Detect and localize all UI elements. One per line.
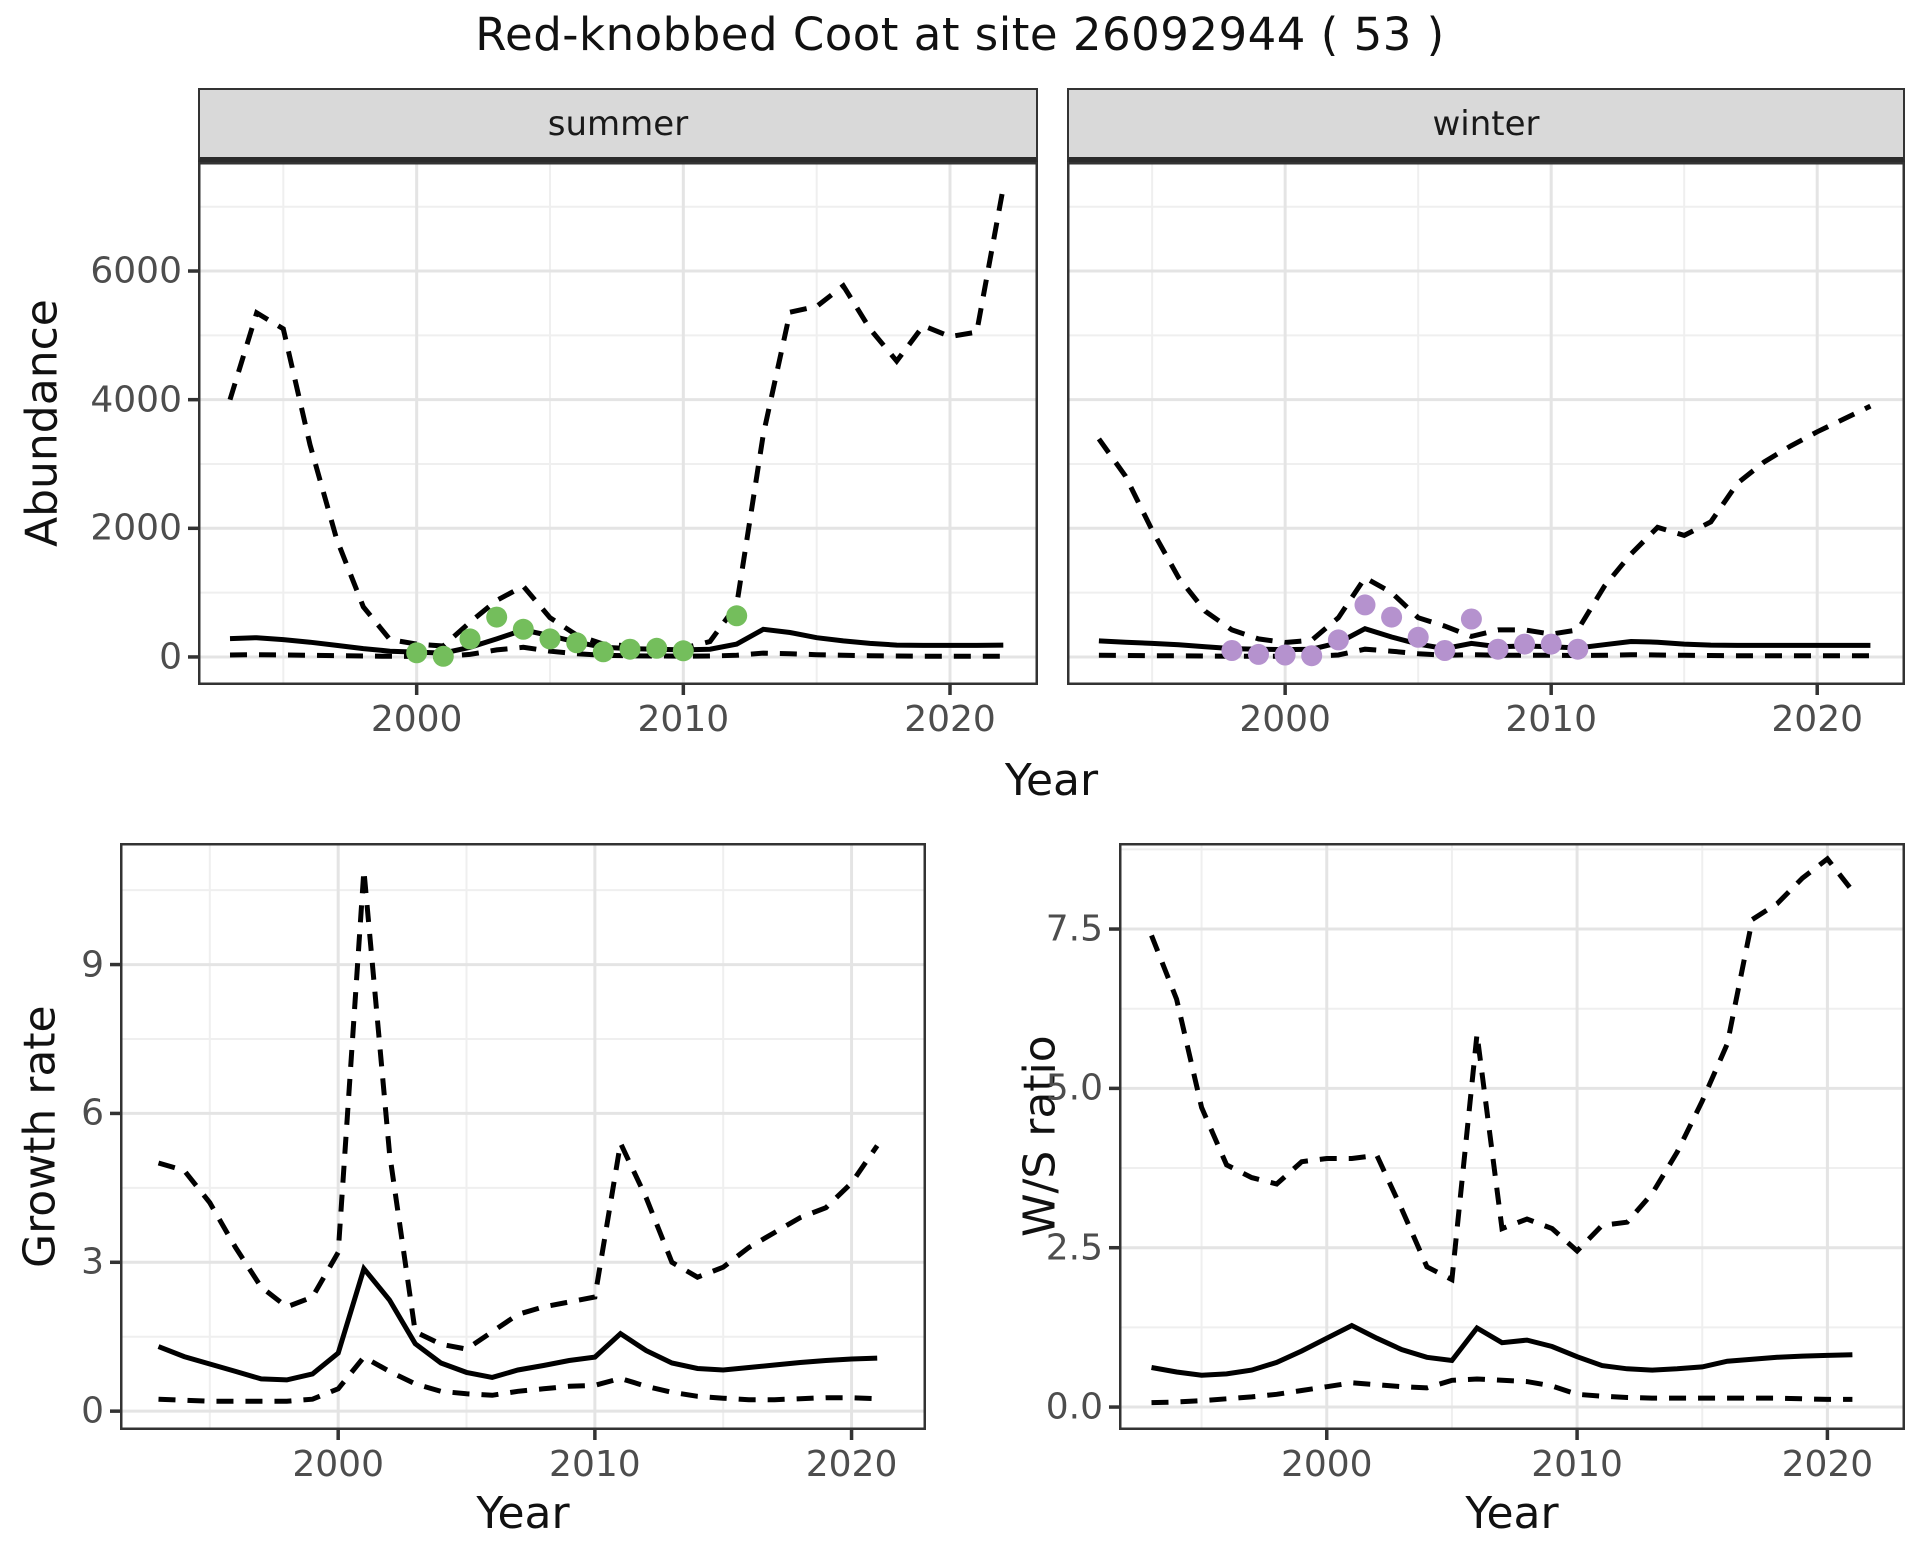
data-point-observed_winter_counts <box>1540 633 1562 655</box>
x-tick-label: 2010 <box>1531 1444 1623 1485</box>
x-tick-label: 2010 <box>1505 699 1597 740</box>
data-point-observed_summer_counts <box>432 645 454 667</box>
panel-growth-rate: 2000 2010 2020 0 3 6 9 <box>81 843 926 1485</box>
panel-border <box>1067 162 1905 685</box>
data-point-observed_summer_counts <box>619 638 641 660</box>
data-point-observed_winter_counts <box>1274 644 1296 666</box>
y-axis-title-growth-rate: Growth rate <box>14 1005 66 1268</box>
data-point-observed_summer_counts <box>592 641 614 663</box>
x-tick-label: 2000 <box>292 1444 384 1485</box>
abundance-summer-chart <box>188 162 1038 695</box>
x-tick-label: 2000 <box>370 699 463 740</box>
y-tick-label: 0 <box>81 1390 104 1432</box>
data-point-observed_winter_counts <box>1221 640 1243 661</box>
data-point-observed_winter_counts <box>1434 640 1456 661</box>
x-tick-label: 2020 <box>1781 1444 1874 1485</box>
series-line-upper_credible_interval <box>1096 403 1872 646</box>
data-point-observed_winter_counts <box>1327 629 1349 651</box>
facet-strip-winter-label: winter <box>1432 103 1540 144</box>
facet-strip-summer-label: summer <box>547 103 689 144</box>
data-point-observed_summer_counts <box>726 605 748 627</box>
series-line-lower_credible_interval <box>1151 1376 1853 1406</box>
y-tick-label: 0 <box>159 636 182 678</box>
panel-border <box>1119 843 1905 1430</box>
series-line-modelled_abundance <box>229 626 1004 656</box>
data-point-observed_summer_counts <box>512 618 534 640</box>
x-axis-title-top: Year <box>1004 755 1099 806</box>
data-point-observed_summer_counts <box>486 606 508 628</box>
x-axis-title-ws-ratio: Year <box>1465 1488 1559 1539</box>
series-line-upper_credible_interval <box>227 186 1006 651</box>
y-tick-label: 4000 <box>90 379 182 421</box>
series-line-lower_credible_interval <box>1098 646 1871 659</box>
abundance-winter-chart <box>1067 162 1905 695</box>
data-point-observed_winter_counts <box>1567 638 1589 660</box>
series-line-upper_credible_interval <box>157 870 880 1352</box>
x-axis-title-growth-rate: Year <box>476 1488 570 1539</box>
data-point-observed_winter_counts <box>1514 633 1536 655</box>
y-tick-label: 0.0 <box>1045 1386 1103 1428</box>
x-tick-label: 2010 <box>549 1444 641 1485</box>
series-line-median_ws_ratio <box>1151 1322 1853 1378</box>
data-point-observed_summer_counts <box>459 628 481 650</box>
series-line-upper_credible_interval <box>1149 855 1855 1284</box>
panel-abundance-winter: 2000 2010 2020 <box>1067 162 1905 740</box>
data-point-observed_summer_counts <box>406 642 428 664</box>
data-point-observed_winter_counts <box>1407 626 1429 648</box>
x-tick-label: 2000 <box>1239 699 1331 740</box>
y-axis-title-abundance: Abundance <box>16 299 68 548</box>
panel-border <box>120 843 926 1430</box>
series-line-lower_credible_interval <box>229 644 1004 659</box>
data-point-observed_winter_counts <box>1301 645 1323 667</box>
y-tick-label: 2.5 <box>1045 1227 1103 1269</box>
y-tick-label: 5.0 <box>1045 1067 1103 1109</box>
x-tick-label: 2020 <box>1771 699 1864 740</box>
y-tick-label: 2000 <box>90 507 182 549</box>
growth-rate-chart <box>110 843 926 1440</box>
panel-abundance-summer: 2000 2010 2020 0 2000 4000 6000 <box>90 162 1038 740</box>
panel-ws-ratio: 2000 2010 2020 0.0 2.5 5.0 7.5 <box>1046 843 1905 1485</box>
data-point-observed_winter_counts <box>1381 606 1403 628</box>
y-tick-label: 7.5 <box>1045 908 1103 950</box>
data-point-observed_winter_counts <box>1354 594 1376 616</box>
x-tick-label: 2020 <box>904 699 996 740</box>
y-tick-label: 6000 <box>90 250 182 292</box>
data-point-observed_winter_counts <box>1460 608 1482 630</box>
panel-border <box>198 162 1038 685</box>
facet-strip-summer: summer <box>198 88 1038 162</box>
x-tick-label: 2000 <box>1280 1444 1373 1485</box>
series-line-lower_credible_interval <box>158 1353 878 1404</box>
data-point-observed_winter_counts <box>1248 643 1269 665</box>
x-tick-label: 2020 <box>805 1444 898 1485</box>
data-point-observed_summer_counts <box>646 637 668 659</box>
figure-title: Red-knobbed Coot at site 26092944 ( 53 ) <box>475 8 1445 61</box>
data-point-observed_winter_counts <box>1487 638 1509 660</box>
y-tick-label: 6 <box>81 1092 104 1134</box>
ws-ratio-chart <box>1109 843 1905 1440</box>
data-point-observed_summer_counts <box>566 632 588 654</box>
data-point-observed_summer_counts <box>539 628 561 650</box>
y-tick-label: 9 <box>81 944 104 986</box>
facet-strip-winter: winter <box>1067 88 1905 162</box>
series-line-median_growth_rate <box>157 1263 878 1383</box>
data-point-observed_summer_counts <box>672 640 694 662</box>
x-tick-label: 2010 <box>637 699 730 740</box>
y-tick-label: 3 <box>81 1241 104 1283</box>
